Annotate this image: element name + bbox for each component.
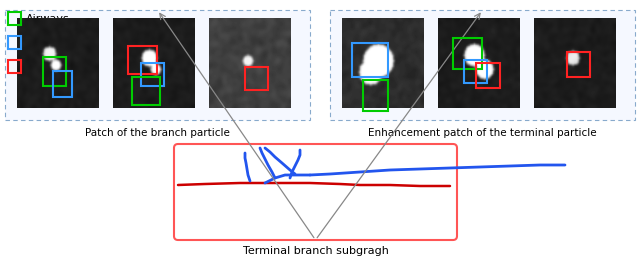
Bar: [8, 60, 21, 73]
Bar: [567, 52, 590, 77]
Text: Airways: Airways: [26, 13, 70, 24]
Text: Artery: Artery: [26, 38, 61, 47]
Bar: [8, 12, 21, 25]
Bar: [129, 46, 157, 74]
Bar: [453, 38, 481, 69]
Bar: [463, 60, 486, 83]
Bar: [141, 63, 164, 85]
Text: Vein: Vein: [26, 61, 50, 71]
Bar: [352, 43, 388, 77]
Bar: [476, 63, 499, 88]
FancyBboxPatch shape: [174, 144, 457, 240]
Bar: [5, 10, 310, 120]
Bar: [330, 10, 635, 120]
Text: Patch of the branch particle: Patch of the branch particle: [85, 128, 230, 138]
Bar: [132, 77, 161, 105]
Bar: [362, 80, 388, 111]
Bar: [8, 36, 21, 49]
Bar: [53, 71, 72, 97]
Bar: [43, 57, 66, 85]
Text: Enhancement patch of the terminal particle: Enhancement patch of the terminal partic…: [368, 128, 597, 138]
Text: Terminal branch subgragh: Terminal branch subgragh: [243, 246, 388, 256]
Bar: [245, 67, 268, 90]
